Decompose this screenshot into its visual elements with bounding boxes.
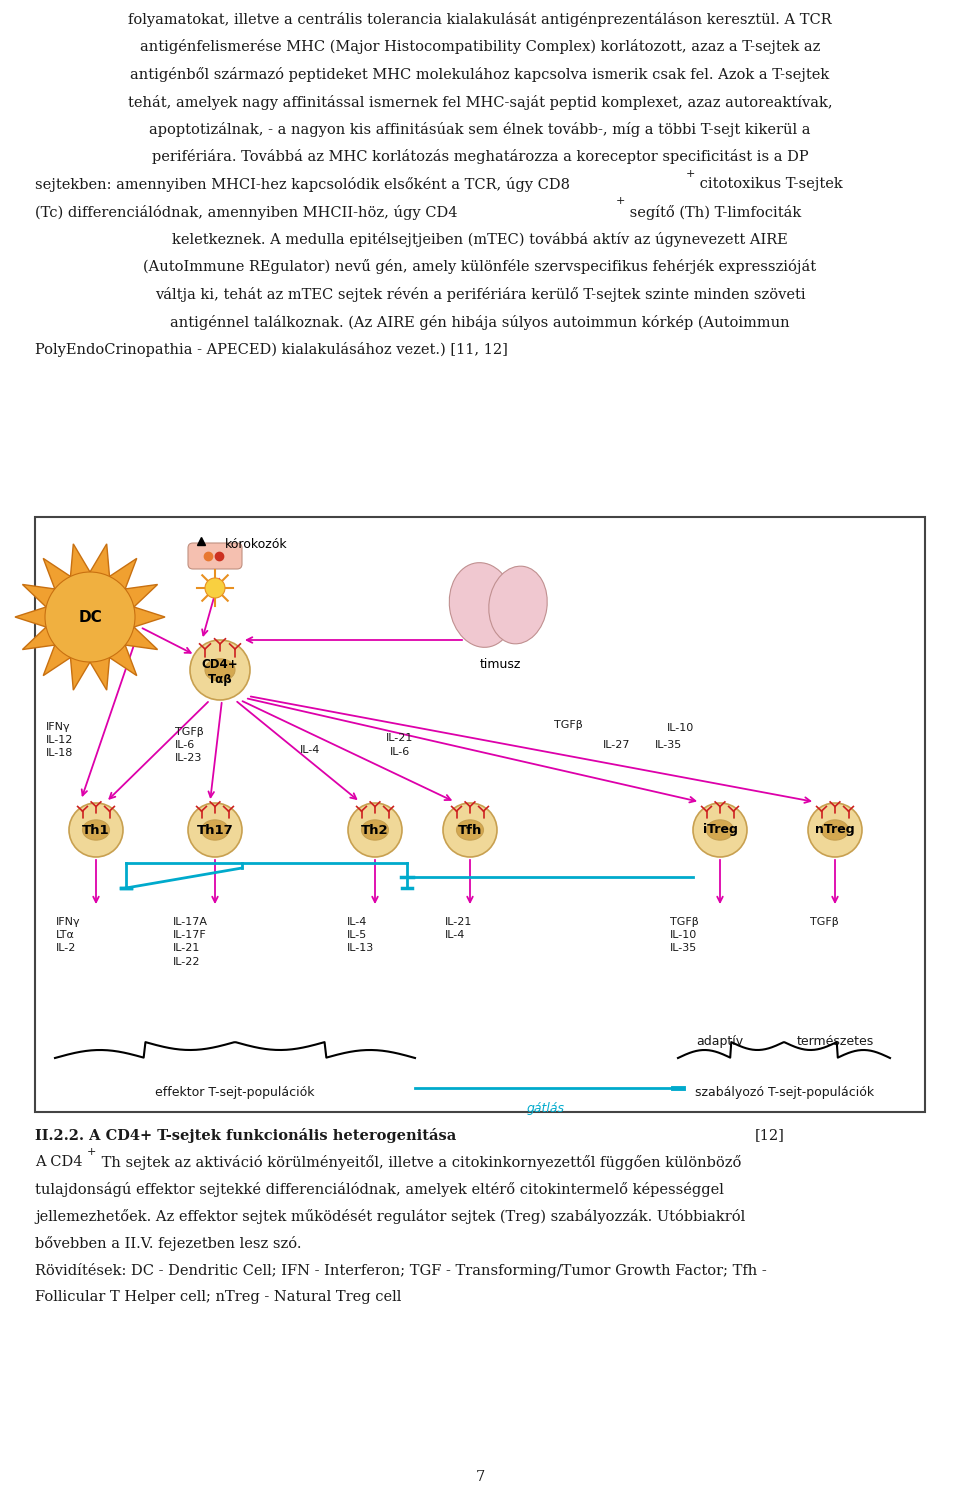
Text: TGFβ: TGFβ (810, 918, 839, 927)
Text: Th17: Th17 (197, 823, 233, 837)
Text: antigénből származó peptideket MHC molekulához kapcsolva ismerik csak fel. Azok : antigénből származó peptideket MHC molek… (131, 68, 829, 83)
Text: timusz: timusz (479, 658, 520, 671)
Text: +: + (686, 170, 695, 179)
Circle shape (45, 572, 135, 662)
Ellipse shape (707, 820, 733, 840)
Text: tulajdonságú effektor sejtekké differenciálódnak, amelyek eltérő citokintermelő : tulajdonságú effektor sejtekké differenc… (35, 1182, 724, 1197)
Ellipse shape (83, 820, 109, 840)
Circle shape (443, 804, 497, 858)
Text: +: + (616, 197, 625, 206)
Ellipse shape (449, 563, 515, 647)
Text: természetes: természetes (797, 1035, 874, 1048)
Ellipse shape (362, 820, 389, 840)
Text: DC: DC (78, 610, 102, 625)
Circle shape (693, 804, 747, 858)
Circle shape (69, 804, 123, 858)
Text: IL-4: IL-4 (300, 745, 321, 756)
Ellipse shape (489, 566, 547, 644)
Circle shape (190, 640, 250, 700)
Text: TGFβ: TGFβ (554, 719, 583, 730)
Text: (AutoImmune REgulator) nevű gén, amely különféle szervspecifikus fehérjék expres: (AutoImmune REgulator) nevű gén, amely k… (143, 260, 817, 275)
Text: adaptív: adaptív (696, 1035, 744, 1048)
Text: Rövidítések: DC - Dendritic Cell; IFN - Interferon; TGF - Transforming/Tumor Gro: Rövidítések: DC - Dendritic Cell; IFN - … (35, 1263, 767, 1278)
Bar (35, 517, 925, 1111)
Text: kórokozók: kórokozók (225, 538, 288, 551)
Text: sejtekben: amennyiben MHCI-hez kapcsolódik elsőként a TCR, úgy CD8: sejtekben: amennyiben MHCI-hez kapcsolód… (35, 177, 570, 192)
FancyBboxPatch shape (188, 544, 242, 569)
Circle shape (188, 804, 242, 858)
Text: 7: 7 (475, 1470, 485, 1484)
Text: TGFβ
IL-10
IL-35: TGFβ IL-10 IL-35 (670, 918, 699, 954)
Text: IFNγ
LTα
IL-2: IFNγ LTα IL-2 (56, 918, 81, 954)
Text: A CD4: A CD4 (35, 1155, 83, 1169)
Text: váltja ki, tehát az mTEC sejtek révén a perifériára kerülő T-sejtek szinte minde: váltja ki, tehát az mTEC sejtek révén a … (155, 287, 805, 302)
Text: TGFβ
IL-6
IL-23: TGFβ IL-6 IL-23 (175, 727, 204, 763)
Text: perifériára. Továbbá az MHC korlátozás meghatározza a koreceptor specificitást i: perifériára. Továbbá az MHC korlátozás m… (152, 150, 808, 165)
Text: szabályozó T-sejt-populációk: szabályozó T-sejt-populációk (695, 1086, 875, 1099)
Text: keletkeznek. A medulla epitélsejtjeiben (mTEC) továbbá aktív az úgynevezett AIRE: keletkeznek. A medulla epitélsejtjeiben … (172, 231, 788, 246)
Ellipse shape (457, 820, 484, 840)
Text: IL-21
IL-4: IL-21 IL-4 (445, 918, 472, 940)
Text: IL-21
IL-6: IL-21 IL-6 (386, 733, 414, 757)
Ellipse shape (205, 659, 235, 682)
Text: Th2: Th2 (361, 823, 389, 837)
Text: IL-17A
IL-17F
IL-21
IL-22: IL-17A IL-17F IL-21 IL-22 (173, 918, 208, 967)
Text: bővebben a II.V. fejezetben lesz szó.: bővebben a II.V. fejezetben lesz szó. (35, 1236, 301, 1251)
Ellipse shape (202, 820, 228, 840)
Text: IL-4
IL-5
IL-13: IL-4 IL-5 IL-13 (347, 918, 374, 954)
Text: Tαβ: Tαβ (207, 673, 232, 685)
Circle shape (348, 804, 402, 858)
Text: iTreg: iTreg (703, 823, 737, 837)
Text: IL-35: IL-35 (655, 740, 682, 749)
Text: Follicular T Helper cell; nTreg - Natural Treg cell: Follicular T Helper cell; nTreg - Natura… (35, 1290, 401, 1304)
Text: IL-27: IL-27 (603, 740, 631, 749)
Text: [12]: [12] (755, 1128, 785, 1142)
Polygon shape (15, 544, 165, 689)
Text: antigénfelismerése MHC (Major Histocompatibility Complex) korlátozott, azaz a T-: antigénfelismerése MHC (Major Histocompa… (140, 39, 820, 54)
Circle shape (205, 578, 225, 598)
Ellipse shape (822, 820, 849, 840)
Text: jellemezhetőek. Az effektor sejtek működését regulátor sejtek (Treg) szabályozzá: jellemezhetőek. Az effektor sejtek működ… (35, 1209, 745, 1224)
Text: antigénnel találkoznak. (Az AIRE gén hibája súlyos autoimmun kórkép (Autoimmun: antigénnel találkoznak. (Az AIRE gén hib… (170, 314, 790, 329)
Text: IL-10: IL-10 (666, 722, 694, 733)
Text: apoptotizálnak, - a nagyon kis affinitásúak sem élnek tovább-, míg a többi T-sej: apoptotizálnak, - a nagyon kis affinitás… (149, 122, 811, 137)
Text: folyamatokat, illetve a centrális tolerancia kialakulását antigénprezentáláson k: folyamatokat, illetve a centrális tolera… (129, 12, 831, 27)
Circle shape (808, 804, 862, 858)
Text: (Tc) differenciálódnak, amennyiben MHCII-höz, úgy CD4: (Tc) differenciálódnak, amennyiben MHCII… (35, 204, 458, 219)
Text: PolyEndoCrinopathia - APECED) kialakulásához vezet.) [11, 12]: PolyEndoCrinopathia - APECED) kialakulás… (35, 342, 508, 357)
Text: +: + (87, 1148, 96, 1157)
Text: nTreg: nTreg (815, 823, 854, 837)
Text: CD4+: CD4+ (202, 658, 238, 671)
Text: tehát, amelyek nagy affinitással ismernek fel MHC-saját peptid komplexet, azaz a: tehát, amelyek nagy affinitással ismerne… (128, 95, 832, 110)
Text: II.2.2. A CD4+ T-sejtek funkcionális heterogenitása: II.2.2. A CD4+ T-sejtek funkcionális het… (35, 1128, 462, 1143)
Text: effektor T-sejt-populációk: effektor T-sejt-populációk (156, 1086, 315, 1099)
Text: Th sejtek az aktiváció körülményeitől, illetve a citokinkornyezettől függően kül: Th sejtek az aktiváció körülményeitől, i… (97, 1155, 741, 1170)
Text: Tfh: Tfh (458, 823, 482, 837)
Text: segítő (Th) T-limfociták: segítő (Th) T-limfociták (625, 204, 802, 219)
Text: gátlás: gátlás (527, 1102, 565, 1114)
Text: citotoxikus T-sejtek: citotoxikus T-sejtek (695, 177, 843, 191)
Text: Th1: Th1 (83, 823, 109, 837)
Text: IFNγ
IL-12
IL-18: IFNγ IL-12 IL-18 (46, 722, 73, 759)
